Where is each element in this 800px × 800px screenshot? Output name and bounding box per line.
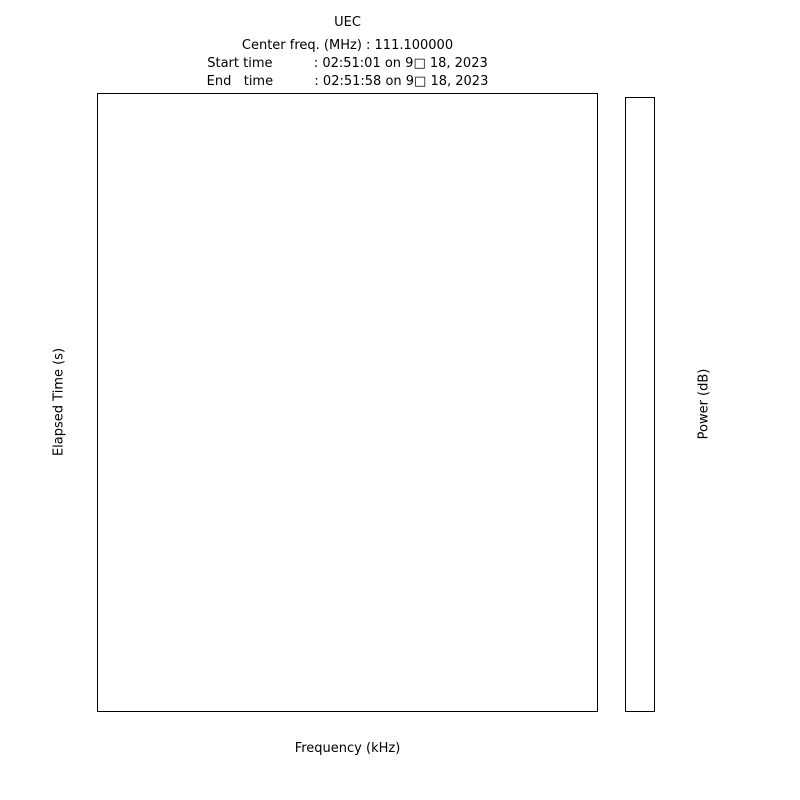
header-end-time: End time : 02:51:58 on 9□ 18, 2023: [206, 74, 489, 89]
header-start-time: Start time : 02:51:01 on 9□ 18, 2023: [207, 56, 488, 71]
header-center-freq: Center freq. (MHz) : 111.100000: [241, 38, 454, 53]
figure-title: UEC: [334, 15, 361, 30]
spectrogram-canvas: [98, 94, 597, 711]
colorbar-canvas: [626, 98, 654, 711]
x-axis-label: Frequency (kHz): [294, 741, 401, 756]
colorbar: [625, 97, 655, 712]
colorbar-label: Power (dB): [696, 368, 712, 440]
plot-area: [97, 93, 598, 712]
y-axis-label: Elapsed Time (s): [51, 347, 67, 457]
